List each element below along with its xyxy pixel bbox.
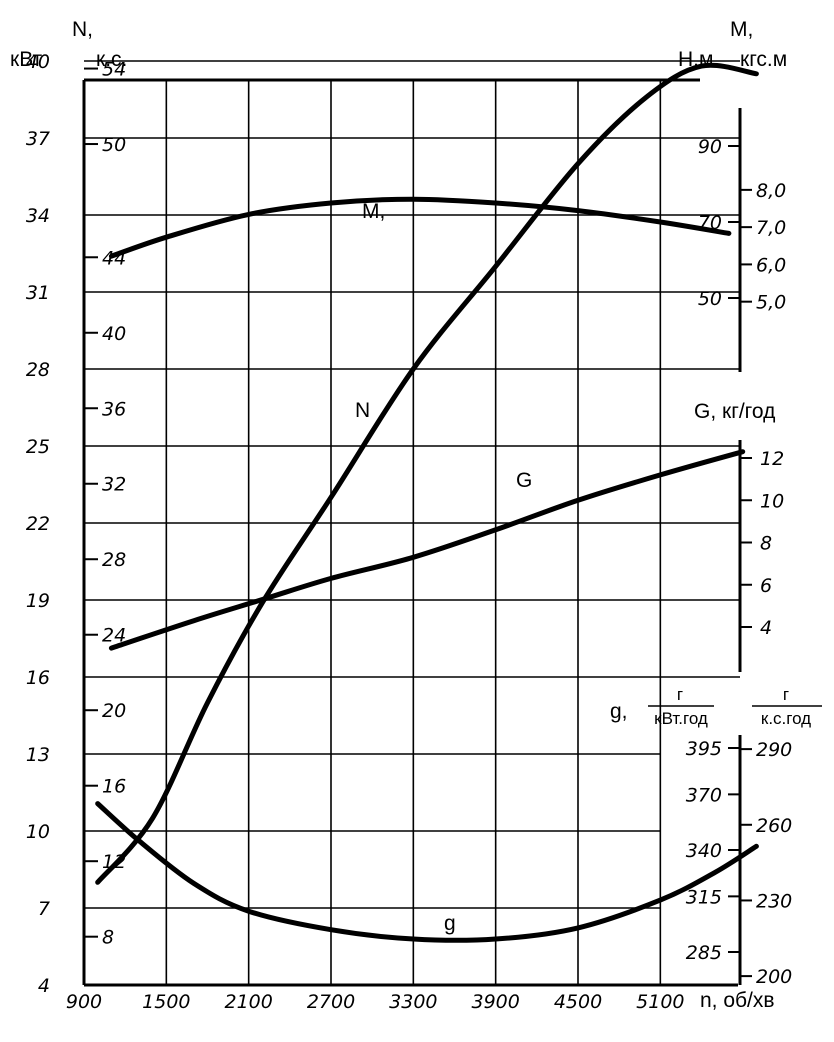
x-tick-label: 3900 — [471, 991, 519, 1013]
x-tick-label: 3300 — [389, 991, 437, 1013]
y-left-kw-tick-label: 25 — [26, 436, 50, 458]
x-tick-label: 2100 — [224, 991, 272, 1013]
y-right-torque-kgsm-unit: кгс.м — [740, 48, 787, 71]
y-left-hp-tick-label: 16 — [102, 776, 126, 798]
x-tick-label: 900 — [66, 991, 102, 1013]
y-left-kw-tick-label: 28 — [26, 359, 50, 381]
y-left-hp-unit: к.с. — [96, 48, 127, 71]
specific-hph-numerator: г — [783, 685, 789, 704]
y-left-kw-tick-label: 13 — [26, 744, 50, 766]
y-left-hp-tick-label: 24 — [102, 625, 126, 647]
y-left-kw-tick-label: 22 — [26, 513, 50, 535]
specific-kwh-numerator: г — [677, 685, 683, 704]
y-right-fuel-tick-label: 10 — [760, 490, 784, 512]
y-right-fuel-tick-label: 4 — [760, 617, 772, 639]
specific-kwh-denominator: кВт.год — [654, 709, 708, 728]
y-right-torque-kgsm-tick-label: 8,0 — [756, 180, 786, 202]
series-label-n: N — [355, 399, 370, 422]
y-left-kw-tick-label: 37 — [26, 128, 50, 150]
y-right-specific-hph-tick-label: 290 — [756, 739, 792, 761]
y-right-specific-kwh-tick-label: 285 — [686, 942, 722, 964]
y-left-kw-tick-label: 34 — [26, 205, 50, 227]
y-right-fuel-tick-label: 6 — [760, 575, 772, 597]
y-right-fuel-hourly-label: G, кг/год — [694, 400, 775, 423]
x-axis-label: n, об/хв — [700, 989, 775, 1012]
y-left-hp-tick-label: 54 — [102, 59, 126, 81]
y-left-hp-tick-label: 32 — [102, 474, 126, 496]
series-label-m: M, — [362, 200, 385, 223]
grid — [82, 60, 742, 987]
y-left-kw-tick-label: 16 — [26, 667, 50, 689]
y-left-kw-unit: кВт — [10, 48, 42, 71]
y-left-hp-tick-label: 20 — [102, 700, 126, 722]
y-left-hp-tick-label: 28 — [102, 549, 126, 571]
curve-m-torque — [108, 196, 732, 259]
specific-hph-denominator: к.с.год — [761, 709, 811, 728]
y-left-kw-tick-label: 4 — [38, 975, 50, 997]
series-label-g-hourly: G — [516, 469, 532, 492]
y-right-torque-nm-tick-label: 50 — [698, 288, 722, 310]
y-left-hp-tick-label: 36 — [102, 398, 126, 420]
y-right-specific-label: g, — [610, 700, 628, 723]
x-tick-label: 5100 — [636, 991, 684, 1013]
x-tick-label: 4500 — [554, 991, 602, 1013]
y-left-kw-tick-label: 10 — [26, 821, 50, 843]
y-left-kw-tick-label: 19 — [26, 590, 50, 612]
y-left-kw-tick-label: 40 — [26, 51, 50, 73]
y-right-specific-hph-tick-label: 230 — [756, 890, 792, 912]
y-right-specific-kwh-tick-label: 395 — [686, 738, 722, 760]
y-right-fuel-tick-label: 12 — [760, 448, 784, 470]
y-right-torque-header: М, — [730, 18, 753, 41]
y-left-hp-tick-label: 40 — [102, 323, 126, 345]
y-right-torque-nm-tick-label: 90 — [698, 136, 722, 158]
y-right-torque-nm-unit: Н.м — [678, 48, 713, 71]
tick-labels: 900 1500 2100 2700 3300 3900 4500 5100 4 7 10 13 16 1… — [26, 51, 792, 1013]
y-left-kw-tick-label: 7 — [38, 898, 50, 920]
y-left-kw-tick-label: 31 — [26, 282, 50, 304]
x-tick-label: 1500 — [142, 991, 190, 1013]
y-right-specific-kwh-tick-label: 315 — [686, 886, 722, 908]
curve-n-power — [95, 62, 759, 885]
x-tick-label: 2700 — [307, 991, 355, 1013]
y-right-specific-kwh-tick-label: 340 — [686, 840, 722, 862]
series-label-g-specific: g — [444, 912, 456, 935]
y-right-torque-kgsm-tick-label: 5,0 — [756, 292, 786, 314]
y-right-torque-kgsm-tick-label: 6,0 — [756, 254, 786, 276]
y-right-torque-kgsm-tick-label: 7,0 — [756, 217, 786, 239]
y-left-hp-tick-label: 50 — [102, 134, 126, 156]
y-right-specific-hph-tick-label: 200 — [756, 966, 792, 988]
y-left-hp-tick-label: 8 — [102, 927, 114, 949]
y-left-header: N, — [72, 18, 93, 41]
y-right-specific-kwh-tick-label: 370 — [686, 784, 722, 806]
curves — [95, 62, 759, 943]
curve-g-hourly-fuel — [108, 449, 746, 651]
y-right-specific-hph-tick-label: 260 — [756, 815, 792, 837]
curve-g-specific-fuel — [95, 801, 759, 943]
y-right-fuel-tick-label: 8 — [760, 533, 772, 555]
